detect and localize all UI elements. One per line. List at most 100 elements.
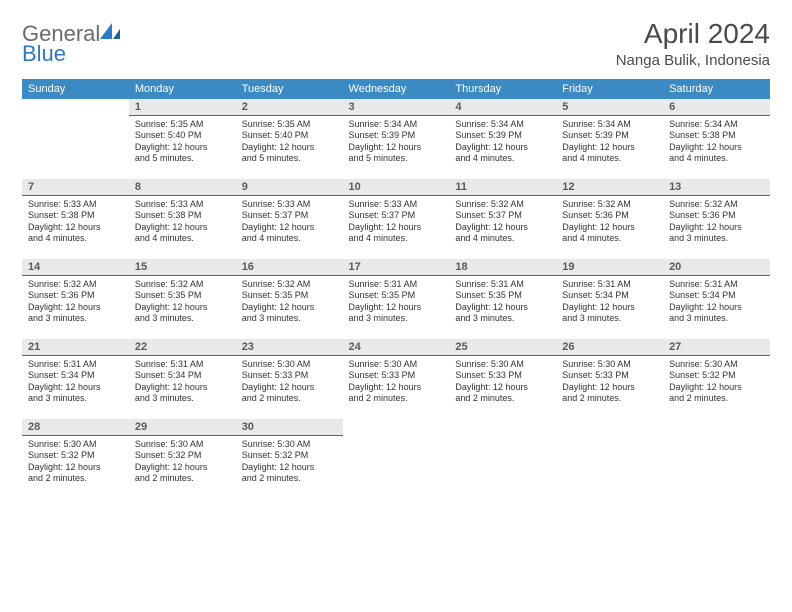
day-number: 10 [343, 179, 450, 196]
daylight-text: Daylight: 12 hours [28, 382, 123, 393]
day-number: 28 [22, 419, 129, 436]
daylight-text: and 3 minutes. [669, 233, 764, 244]
calendar-day-cell: 23Sunrise: 5:30 AMSunset: 5:33 PMDayligh… [236, 339, 343, 419]
sunrise-text: Sunrise: 5:32 AM [455, 199, 550, 210]
daylight-text: Daylight: 12 hours [669, 302, 764, 313]
calendar-day-cell: 4Sunrise: 5:34 AMSunset: 5:39 PMDaylight… [449, 99, 556, 179]
calendar-day-cell: 19Sunrise: 5:31 AMSunset: 5:34 PMDayligh… [556, 259, 663, 339]
sunset-text: Sunset: 5:37 PM [242, 210, 337, 221]
day-details: Sunrise: 5:33 AMSunset: 5:37 PMDaylight:… [343, 196, 450, 248]
sunrise-text: Sunrise: 5:34 AM [669, 119, 764, 130]
sunset-text: Sunset: 5:37 PM [349, 210, 444, 221]
day-number: 4 [449, 99, 556, 116]
day-number: 26 [556, 339, 663, 356]
sunrise-text: Sunrise: 5:30 AM [242, 359, 337, 370]
calendar-week-row: ..1Sunrise: 5:35 AMSunset: 5:40 PMDaylig… [22, 99, 770, 179]
sunset-text: Sunset: 5:32 PM [242, 450, 337, 461]
daylight-text: Daylight: 12 hours [28, 302, 123, 313]
sunrise-text: Sunrise: 5:34 AM [562, 119, 657, 130]
daylight-text: Daylight: 12 hours [28, 222, 123, 233]
daylight-text: Daylight: 12 hours [242, 142, 337, 153]
sunset-text: Sunset: 5:33 PM [562, 370, 657, 381]
daylight-text: and 5 minutes. [135, 153, 230, 164]
day-details: Sunrise: 5:32 AMSunset: 5:36 PMDaylight:… [663, 196, 770, 248]
daylight-text: and 3 minutes. [242, 313, 337, 324]
daylight-text: and 2 minutes. [669, 393, 764, 404]
daylight-text: Daylight: 12 hours [455, 142, 550, 153]
weekday-header: Tuesday [236, 79, 343, 99]
calendar-day-cell: 28Sunrise: 5:30 AMSunset: 5:32 PMDayligh… [22, 419, 129, 499]
day-number: 13 [663, 179, 770, 196]
calendar-day-cell: 2Sunrise: 5:35 AMSunset: 5:40 PMDaylight… [236, 99, 343, 179]
calendar-day-cell: 30Sunrise: 5:30 AMSunset: 5:32 PMDayligh… [236, 419, 343, 499]
calendar-day-cell: 13Sunrise: 5:32 AMSunset: 5:36 PMDayligh… [663, 179, 770, 259]
sunrise-text: Sunrise: 5:31 AM [135, 359, 230, 370]
daylight-text: Daylight: 12 hours [242, 462, 337, 473]
sunset-text: Sunset: 5:36 PM [28, 290, 123, 301]
daylight-text: Daylight: 12 hours [135, 462, 230, 473]
day-details: Sunrise: 5:30 AMSunset: 5:33 PMDaylight:… [449, 356, 556, 408]
sunset-text: Sunset: 5:34 PM [28, 370, 123, 381]
month-title: April 2024 [616, 18, 770, 50]
day-number: 2 [236, 99, 343, 116]
calendar-body: ..1Sunrise: 5:35 AMSunset: 5:40 PMDaylig… [22, 99, 770, 499]
daylight-text: Daylight: 12 hours [562, 302, 657, 313]
calendar-day-cell: 10Sunrise: 5:33 AMSunset: 5:37 PMDayligh… [343, 179, 450, 259]
sunset-text: Sunset: 5:33 PM [242, 370, 337, 381]
calendar-day-cell: 9Sunrise: 5:33 AMSunset: 5:37 PMDaylight… [236, 179, 343, 259]
calendar-day-cell: 20Sunrise: 5:31 AMSunset: 5:34 PMDayligh… [663, 259, 770, 339]
daylight-text: and 2 minutes. [455, 393, 550, 404]
day-number: 16 [236, 259, 343, 276]
calendar-day-cell: 25Sunrise: 5:30 AMSunset: 5:33 PMDayligh… [449, 339, 556, 419]
daylight-text: Daylight: 12 hours [242, 382, 337, 393]
sunset-text: Sunset: 5:34 PM [669, 290, 764, 301]
calendar-day-cell: 12Sunrise: 5:32 AMSunset: 5:36 PMDayligh… [556, 179, 663, 259]
calendar-day-cell: .. [22, 99, 129, 179]
calendar-day-cell: 5Sunrise: 5:34 AMSunset: 5:39 PMDaylight… [556, 99, 663, 179]
day-details: Sunrise: 5:30 AMSunset: 5:33 PMDaylight:… [343, 356, 450, 408]
day-details: Sunrise: 5:32 AMSunset: 5:36 PMDaylight:… [22, 276, 129, 328]
day-details: Sunrise: 5:32 AMSunset: 5:35 PMDaylight:… [129, 276, 236, 328]
sunrise-text: Sunrise: 5:31 AM [455, 279, 550, 290]
sunset-text: Sunset: 5:35 PM [242, 290, 337, 301]
day-number: 5 [556, 99, 663, 116]
day-details: Sunrise: 5:32 AMSunset: 5:35 PMDaylight:… [236, 276, 343, 328]
calendar-week-row: 7Sunrise: 5:33 AMSunset: 5:38 PMDaylight… [22, 179, 770, 259]
day-number: 11 [449, 179, 556, 196]
calendar-day-cell: 11Sunrise: 5:32 AMSunset: 5:37 PMDayligh… [449, 179, 556, 259]
daylight-text: and 4 minutes. [669, 153, 764, 164]
daylight-text: Daylight: 12 hours [562, 142, 657, 153]
daylight-text: and 3 minutes. [669, 313, 764, 324]
weekday-header: Thursday [449, 79, 556, 99]
day-details: Sunrise: 5:30 AMSunset: 5:32 PMDaylight:… [663, 356, 770, 408]
calendar-day-cell: 7Sunrise: 5:33 AMSunset: 5:38 PMDaylight… [22, 179, 129, 259]
calendar-day-cell: 18Sunrise: 5:31 AMSunset: 5:35 PMDayligh… [449, 259, 556, 339]
day-number: 9 [236, 179, 343, 196]
day-number: 23 [236, 339, 343, 356]
day-details: Sunrise: 5:33 AMSunset: 5:38 PMDaylight:… [22, 196, 129, 248]
daylight-text: and 3 minutes. [28, 393, 123, 404]
day-number: 17 [343, 259, 450, 276]
sunset-text: Sunset: 5:33 PM [349, 370, 444, 381]
sunset-text: Sunset: 5:38 PM [28, 210, 123, 221]
sunset-text: Sunset: 5:33 PM [455, 370, 550, 381]
sunrise-text: Sunrise: 5:33 AM [349, 199, 444, 210]
day-number: 1 [129, 99, 236, 116]
sunrise-text: Sunrise: 5:30 AM [349, 359, 444, 370]
daylight-text: Daylight: 12 hours [669, 382, 764, 393]
sunrise-text: Sunrise: 5:31 AM [349, 279, 444, 290]
calendar-day-cell: .. [343, 419, 450, 499]
sunrise-text: Sunrise: 5:34 AM [455, 119, 550, 130]
sunrise-text: Sunrise: 5:35 AM [135, 119, 230, 130]
daylight-text: Daylight: 12 hours [28, 462, 123, 473]
daylight-text: and 2 minutes. [135, 473, 230, 484]
daylight-text: Daylight: 12 hours [135, 142, 230, 153]
sunrise-text: Sunrise: 5:30 AM [669, 359, 764, 370]
daylight-text: and 4 minutes. [562, 233, 657, 244]
daylight-text: and 3 minutes. [135, 393, 230, 404]
day-details: Sunrise: 5:30 AMSunset: 5:33 PMDaylight:… [236, 356, 343, 408]
calendar-day-cell: 16Sunrise: 5:32 AMSunset: 5:35 PMDayligh… [236, 259, 343, 339]
sunrise-text: Sunrise: 5:30 AM [135, 439, 230, 450]
day-details: Sunrise: 5:34 AMSunset: 5:38 PMDaylight:… [663, 116, 770, 168]
daylight-text: Daylight: 12 hours [242, 222, 337, 233]
